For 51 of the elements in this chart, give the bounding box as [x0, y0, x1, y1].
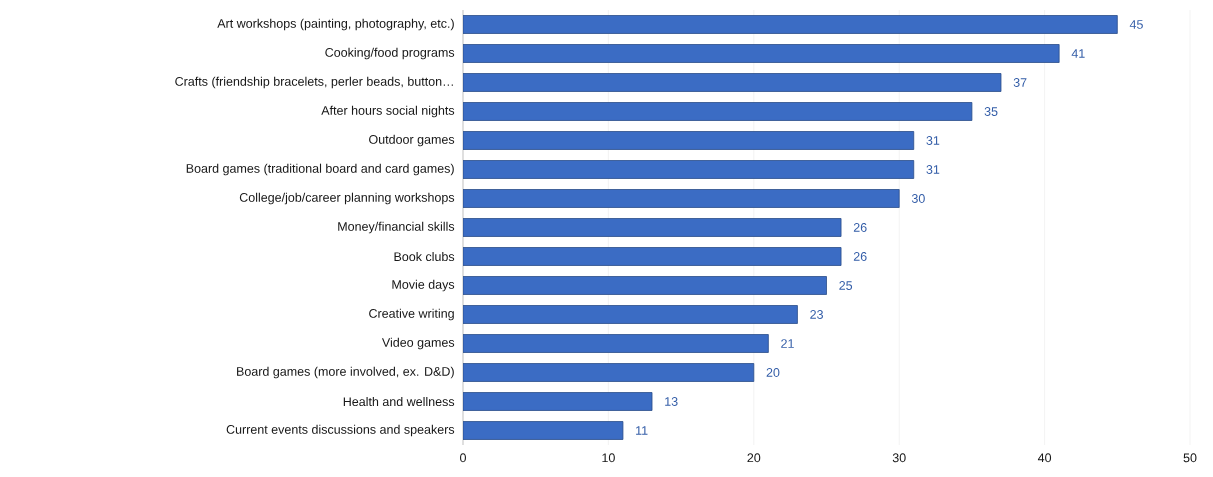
y-tick-label: Outdoor games [369, 134, 455, 147]
y-tick-label: Health and wellness [343, 396, 455, 407]
bar [463, 392, 653, 411]
bar [463, 73, 1002, 92]
data-label: 26 [853, 252, 867, 261]
x-tick-label: 20 [747, 453, 761, 463]
y-tick-label: Art workshops (painting, photography, etc.) [217, 18, 454, 31]
x-tick-label: 0 [460, 453, 466, 463]
y-tick-label: Creative writing [369, 308, 454, 321]
data-label: 30 [911, 194, 925, 203]
y-tick-label: Current events discussions and speakers [226, 424, 455, 437]
bar [463, 15, 1118, 34]
data-label: 11 [636, 426, 648, 435]
data-label: 20 [766, 368, 780, 377]
bar [463, 247, 842, 266]
data-label: 21 [781, 339, 794, 348]
y-tick-label: After hours social nights [321, 105, 455, 118]
y-tick-label: Video games [381, 337, 455, 350]
bar [463, 218, 842, 237]
bar [463, 363, 755, 382]
x-tick-label: 40 [1037, 453, 1052, 463]
data-label: 45 [1129, 20, 1143, 29]
data-label: 35 [984, 107, 998, 116]
y-tick-label: Money/financial skills [338, 221, 455, 234]
data-label: 37 [1013, 78, 1027, 87]
bar [463, 421, 624, 440]
x-tick-label: 50 [1183, 453, 1197, 463]
y-tick-label: Crafts (friendship bracelets, perler beads, button… [175, 76, 453, 89]
bar [463, 160, 915, 179]
y-tick-label: College/job/career planning workshops [239, 192, 455, 205]
y-tick-label: Cooking/food programs [325, 47, 455, 60]
y-tick-label: Board games (more involved, ex. D&D) [237, 366, 454, 379]
y-tick-label: Book clubs [394, 251, 455, 262]
x-tick-label: 30 [892, 453, 906, 463]
y-tick-label: Board games (traditional board and card games) [186, 163, 454, 176]
data-label: 13 [665, 397, 678, 406]
data-label: 25 [839, 281, 853, 290]
data-label: 31 [926, 136, 940, 145]
y-tick-label: Movie days [392, 279, 455, 292]
bar [463, 305, 798, 324]
x-tick-label: 10 [602, 453, 615, 463]
data-label: 31 [926, 165, 940, 174]
data-label: 41 [1071, 49, 1085, 58]
bar [463, 44, 1060, 63]
bar [463, 189, 900, 208]
bar [463, 334, 769, 353]
bar [463, 276, 827, 295]
data-label: 23 [810, 310, 823, 319]
bar [463, 102, 973, 121]
data-label: 26 [853, 223, 867, 232]
bar [463, 131, 915, 150]
